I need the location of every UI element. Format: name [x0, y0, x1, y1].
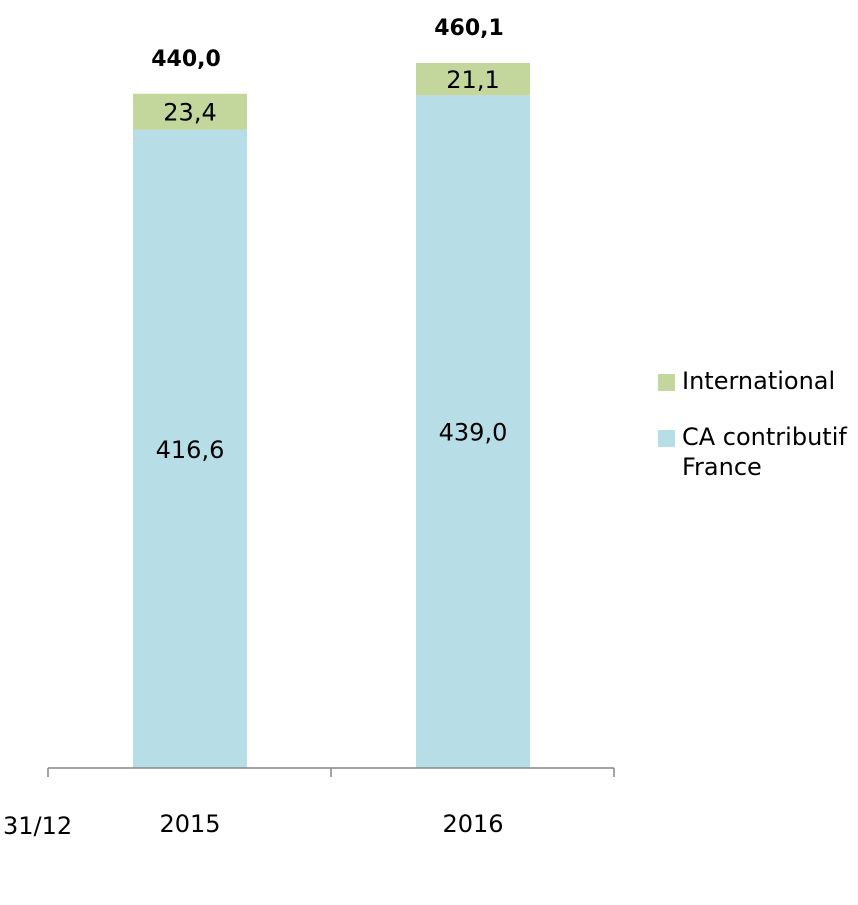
legend-label-france: CA contributif France — [682, 423, 847, 481]
legend-item-france: CA contributif France — [658, 422, 858, 482]
legend-swatch-france — [658, 430, 675, 447]
bar-france-2015 — [133, 129, 247, 768]
data-label-international-2015: 23,4 — [163, 99, 216, 127]
data-label-france-2016: 439,0 — [439, 419, 508, 447]
data-label-france-2015: 416,6 — [156, 436, 225, 464]
data-label-international-2016: 21,1 — [446, 66, 499, 94]
total-label-2016: 460,1 — [434, 16, 504, 41]
legend: International CA contributif France — [658, 366, 858, 508]
bar-international-2016 — [416, 63, 530, 96]
bar-france-2016 — [416, 95, 530, 769]
x-axis-prefix-label: 31/12 — [3, 812, 72, 840]
legend-item-international: International — [658, 366, 858, 396]
x-tick-label-2016: 2016 — [442, 810, 503, 838]
legend-swatch-international — [658, 374, 675, 391]
bar-international-2015 — [133, 93, 247, 130]
total-label-2015: 440,0 — [151, 47, 221, 72]
x-tick-label-2015: 2015 — [159, 810, 220, 838]
legend-label-international: International — [682, 367, 836, 395]
